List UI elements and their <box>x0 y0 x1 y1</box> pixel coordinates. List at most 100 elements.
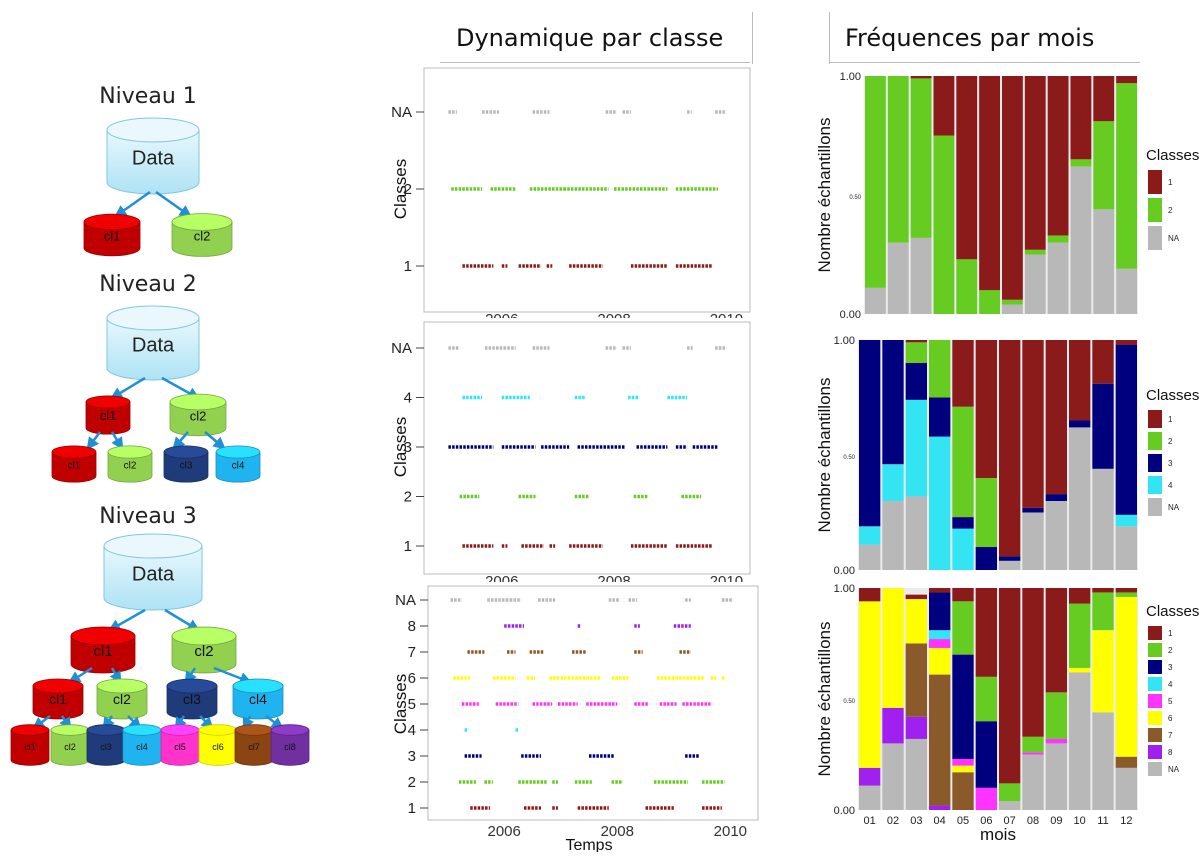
level-3-leaf-cl8-label: cl8 <box>284 742 296 752</box>
level-3-leaf-cl7: cl7 <box>234 724 274 766</box>
bar-11-class-2 <box>1092 592 1114 631</box>
x-tick-label-10: 10 <box>1074 815 1086 827</box>
bar-03-class-NA <box>905 738 927 810</box>
level-3-leaf-cl5-label: cl5 <box>174 742 186 752</box>
bar-09-class-1 <box>1045 340 1067 495</box>
level-2-title: Niveau 2 <box>99 272 197 297</box>
bar-01-class-NA <box>859 785 881 810</box>
level-3-arrow-cl2 <box>164 608 201 632</box>
bar-06-class-5 <box>975 787 997 810</box>
bar-08-class-2 <box>1024 249 1046 255</box>
legend-swatch-2 <box>1148 198 1162 222</box>
legend-label-3: 3 <box>1168 459 1173 468</box>
legend-label-1: 1 <box>1168 178 1173 187</box>
x-tick-label-06: 06 <box>980 815 992 827</box>
y-axis-label: Nombre échantillons <box>815 622 834 777</box>
bar-11-class-1 <box>1092 340 1114 384</box>
legend-label-2: 2 <box>1168 437 1173 446</box>
level-3-arrow-a1 <box>67 666 93 684</box>
y-axis-label: Nombre échantillons <box>815 378 834 533</box>
bar-06-class-1 <box>975 588 997 677</box>
level-3-mid-cl1-label: cl1 <box>49 691 67 707</box>
bar-09-class-3 <box>1045 494 1067 501</box>
bar-04-class-3 <box>929 592 951 631</box>
level-2-arrow-sub-cl4 <box>204 431 226 450</box>
bar-03-class-1 <box>905 594 927 600</box>
legend-swatch-3 <box>1148 660 1162 674</box>
plot-background <box>864 76 1138 314</box>
level-3-title: Niveau 3 <box>99 504 197 529</box>
bar-12-class-NA <box>1115 767 1137 810</box>
bar-05-class-2 <box>956 259 978 314</box>
bar-12-class-4 <box>1115 514 1137 527</box>
bar-04-class-8 <box>929 805 951 810</box>
level-2-leaf-cl3: cl3 <box>163 445 209 483</box>
bar-03-class-4 <box>905 399 927 497</box>
level-3-leaf-cl2-top <box>50 724 90 736</box>
legend-swatch-8 <box>1148 745 1162 759</box>
level-1-data-cylinder-label: Data <box>132 148 175 170</box>
legend-swatch-NA <box>1148 226 1162 250</box>
level-2-node-cl1-body <box>85 401 131 435</box>
bar-02-class-2 <box>887 76 909 243</box>
level-3-data-cylinder-label: Data <box>132 564 175 586</box>
y-tick-label: 0.00 <box>840 309 861 321</box>
level-3-leaf-cl4: cl4 <box>122 724 162 766</box>
x-tick-label-05: 05 <box>957 815 969 827</box>
level-3-leaf-cl7-label: cl7 <box>248 742 260 752</box>
level-3-mid-cl3-top <box>166 678 218 694</box>
level-1-data-cylinder: Data <box>106 117 200 195</box>
bar-07-class-2 <box>1002 299 1023 305</box>
bar-01-class-NA <box>859 544 881 570</box>
level-2-leaf-cl2-top <box>107 445 153 459</box>
bar-11-class-NA <box>1092 712 1114 810</box>
level-3-node-cl1: cl1 <box>70 626 136 674</box>
level-3-leaf-cl6-top <box>198 724 238 736</box>
level-3-node-cl2-body <box>171 635 237 674</box>
x-tick-label-07: 07 <box>1004 815 1016 827</box>
bar-11-class-1 <box>1093 76 1115 122</box>
level-3-leaf-cl6: cl6 <box>198 724 238 766</box>
bar-03-class-2 <box>905 342 927 363</box>
level-3-leaf-cl6-label: cl6 <box>212 742 224 752</box>
bar-12-class-NA <box>1115 526 1137 570</box>
bar-12-class-6 <box>1115 596 1137 757</box>
bar-06-class-1 <box>975 340 997 478</box>
level-3-mid-cl2-top <box>96 678 148 694</box>
y-tick-label-2: 2 <box>408 774 416 791</box>
bar-02-class-NA <box>882 743 904 810</box>
bar-10-class-1 <box>1069 340 1091 421</box>
bar-11-class-3 <box>1092 383 1114 469</box>
bar-04-class-4 <box>929 630 951 640</box>
legend-swatch-NA <box>1148 498 1162 516</box>
level-3-mid-cl4-body <box>232 685 284 720</box>
frequency-column-title: Fréquences par mois <box>845 24 1095 52</box>
level-3-leaf-cl1-label: cl1 <box>24 742 36 752</box>
level-2-leaf-cl2-body <box>107 451 153 483</box>
bar-11-class-NA <box>1093 209 1115 314</box>
bar-11-class-1 <box>1092 588 1114 593</box>
bar-08-class-1 <box>1022 588 1044 737</box>
dynamics-title-rule <box>752 12 753 64</box>
x-tick-label-2010: 2010 <box>710 573 743 582</box>
y-axis-label: Classes <box>391 417 410 477</box>
y-tick-label-1: 1 <box>404 258 412 275</box>
bar-09-class-2 <box>1047 235 1069 243</box>
x-tick-label-03: 03 <box>910 815 922 827</box>
legend-label-5: 5 <box>1168 697 1173 706</box>
bar-07-class-2 <box>999 783 1021 802</box>
bar-07-class-1 <box>1002 76 1023 300</box>
bar-12-class-1 <box>1115 340 1137 345</box>
level-3-mid-cl3: cl3 <box>166 678 218 720</box>
level-1-arrow-cl1 <box>113 190 151 218</box>
legend-title: Classes <box>1146 603 1199 620</box>
y-tick-label-2: 2 <box>404 489 412 506</box>
dynamics-column-title: Dynamique par classe <box>456 24 724 52</box>
bar-09-class-NA <box>1047 242 1069 314</box>
frequency-chart-level-1: 0.00 0.50 1.00 Nombre échantillons Classes 1 2… <box>815 71 1199 321</box>
dynamics-chart-level-1: Classes 1 2 NA 2006 2008 2010 <box>391 67 751 328</box>
bar-01-class-1 <box>859 588 881 602</box>
level-2-leaf-cl4-body <box>215 451 261 483</box>
x-axis-label: mois <box>980 825 1016 844</box>
bar-01-class-4 <box>859 526 881 545</box>
